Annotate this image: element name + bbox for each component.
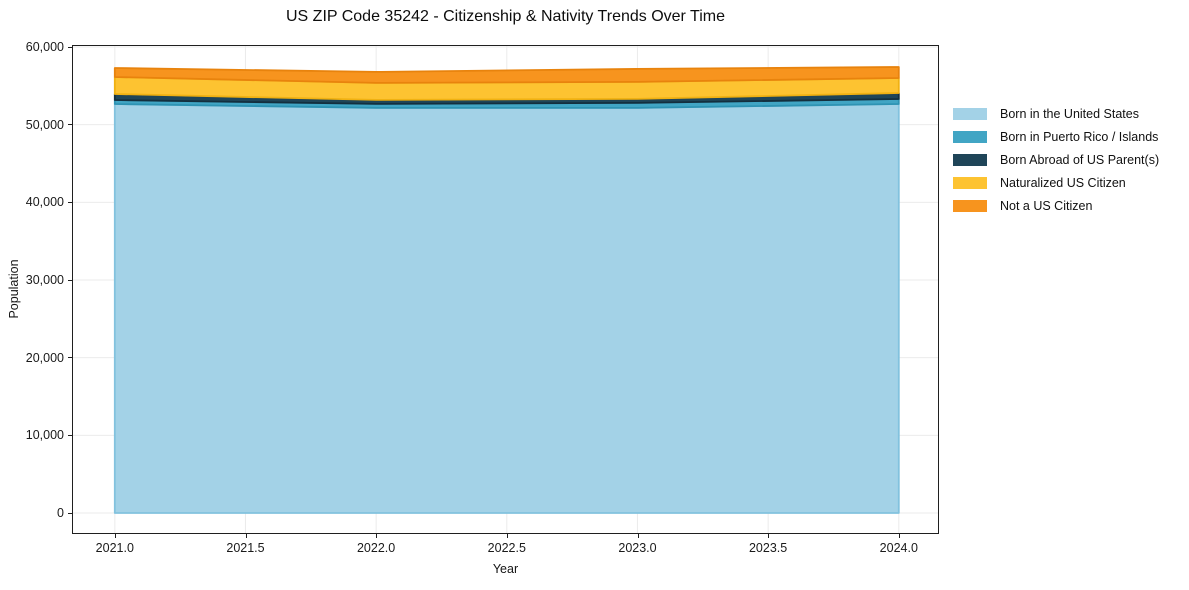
legend-item-3: Naturalized US Citizen xyxy=(953,172,1159,195)
x-tick-label: 2022.0 xyxy=(356,541,396,555)
x-tick-mark xyxy=(637,534,639,538)
legend-label: Born Abroad of US Parent(s) xyxy=(1000,152,1160,167)
x-tick-mark xyxy=(376,534,378,538)
y-tick-label: 50,000 xyxy=(25,117,64,132)
x-tick-mark xyxy=(506,534,508,538)
legend-item-0: Born in the United States xyxy=(953,102,1159,125)
y-tick-label: 60,000 xyxy=(25,40,64,54)
x-tick-label: 2021.0 xyxy=(95,541,134,555)
y-axis-label: Population xyxy=(7,259,21,319)
chart-title: US ZIP Code 35242 - Citizenship & Nativi… xyxy=(286,8,725,25)
stacked-area-svg xyxy=(73,46,938,533)
legend-swatch xyxy=(953,153,987,166)
x-tick-mark xyxy=(245,534,247,538)
area-series-0 xyxy=(113,103,900,514)
y-tick-label: 0 xyxy=(57,506,64,520)
area-series-4 xyxy=(113,66,900,84)
y-tick-mark xyxy=(68,512,72,514)
y-tick-mark xyxy=(68,279,72,281)
y-tick-label: 20,000 xyxy=(25,350,64,365)
y-tick-mark xyxy=(68,201,72,203)
legend-swatch xyxy=(953,200,987,213)
x-tick-mark xyxy=(898,534,900,538)
y-tick-mark xyxy=(68,46,72,48)
x-tick-label: 2024.0 xyxy=(879,541,918,555)
legend-label: Born in the United States xyxy=(1000,106,1139,121)
x-tick-label: 2021.5 xyxy=(226,541,265,555)
legend-label: Not a US Citizen xyxy=(1000,199,1093,214)
legend-label: Naturalized US Citizen xyxy=(1000,176,1126,191)
y-tick-label: 10,000 xyxy=(25,428,64,443)
plot-area xyxy=(72,45,939,534)
legend-swatch xyxy=(953,177,987,190)
y-tick-mark xyxy=(68,434,72,436)
legend-item-4: Not a US Citizen xyxy=(953,195,1159,218)
x-tick-mark xyxy=(768,534,770,538)
x-tick-label: 2022.5 xyxy=(487,541,526,555)
legend: Born in the United States Born in Puerto … xyxy=(953,102,1159,218)
legend-swatch xyxy=(953,130,987,143)
y-tick-mark xyxy=(68,357,72,359)
x-axis-label: Year xyxy=(492,562,519,576)
x-tick-label: 2023.0 xyxy=(618,541,657,555)
legend-item-1: Born in Puerto Rico / Islands xyxy=(953,125,1159,148)
legend-swatch xyxy=(953,107,987,120)
y-tick-label: 30,000 xyxy=(25,273,64,287)
y-tick-label: 40,000 xyxy=(25,195,64,210)
y-tick-mark xyxy=(68,124,72,126)
x-tick-mark xyxy=(114,534,116,538)
x-tick-label: 2023.5 xyxy=(748,541,788,555)
legend-label: Born in Puerto Rico / Islands xyxy=(1000,129,1159,144)
legend-item-2: Born Abroad of US Parent(s) xyxy=(953,148,1159,171)
